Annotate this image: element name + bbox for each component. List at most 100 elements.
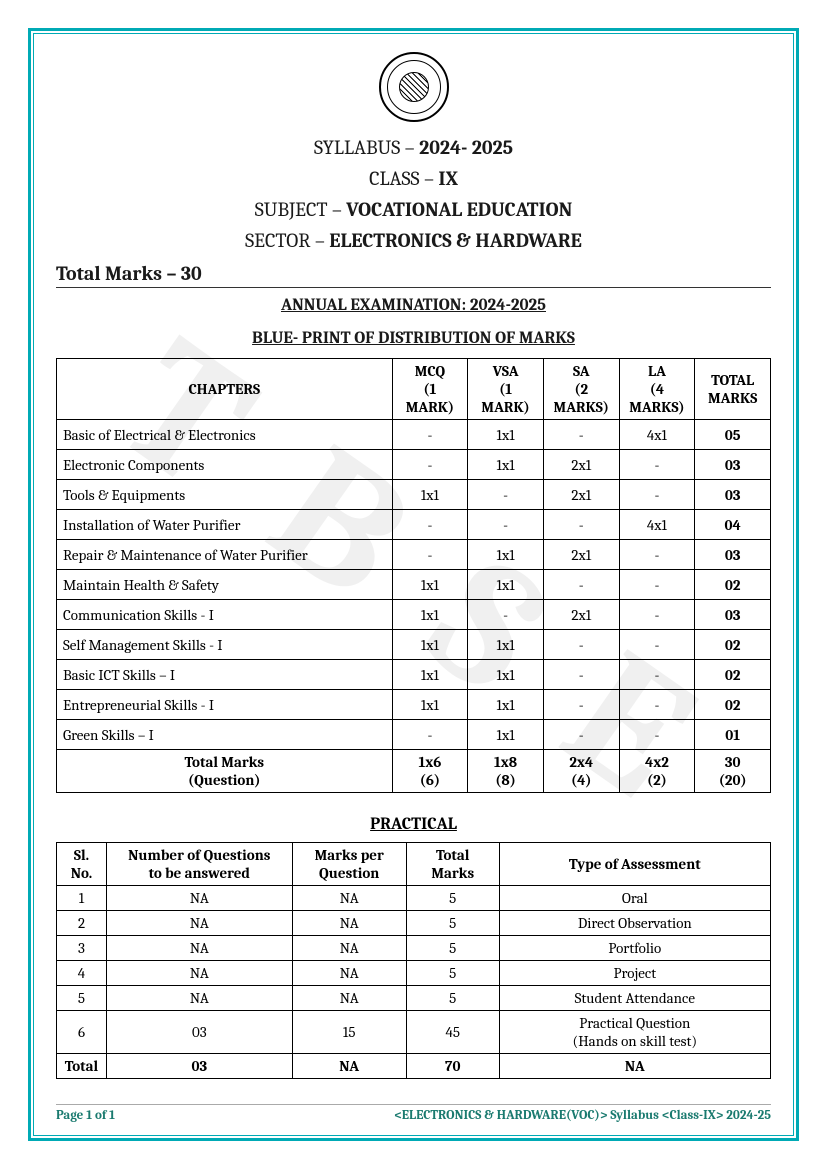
cell-nq: NA xyxy=(106,886,292,911)
table-row: Repair & Maintenance of Water Purifier-1… xyxy=(57,540,771,570)
cell-mcq: - xyxy=(392,420,468,450)
cell-mcq: 1x1 xyxy=(392,600,468,630)
mp-l2: Question xyxy=(319,864,379,882)
practical-row: 4NANA5Project xyxy=(57,961,771,986)
practical-row: 1NANA5Oral xyxy=(57,886,771,911)
table-row: Entrepreneurial Skills - I1x11x1--02 xyxy=(57,690,771,720)
cell-tm: 5 xyxy=(406,886,499,911)
tm-l1: Total xyxy=(436,846,469,864)
practical-row: 5NANA5Student Attendance xyxy=(57,986,771,1011)
sa-l1: SA xyxy=(573,362,590,380)
cell-vsa: 1x1 xyxy=(468,570,544,600)
cell-mcq: 1x1 xyxy=(392,660,468,690)
cell-vsa: - xyxy=(468,510,544,540)
board-logo-icon xyxy=(379,52,449,122)
cell-mcq: - xyxy=(392,540,468,570)
total-l1: TOTAL xyxy=(711,371,754,389)
cell-mp: NA xyxy=(292,961,406,986)
practical-table: Sl. No. Number of Questions to be answer… xyxy=(56,842,771,1079)
logo-container xyxy=(56,52,771,126)
cell-type: Project xyxy=(499,961,770,986)
cell-type: Oral xyxy=(499,886,770,911)
cell-chapter: Installation of Water Purifier xyxy=(57,510,393,540)
cell-sa: - xyxy=(543,660,619,690)
cell-sl: 6 xyxy=(57,1011,107,1054)
cell-mcq: 1x1 xyxy=(392,570,468,600)
cell-sa: 2x1 xyxy=(543,540,619,570)
blueprint-heading: BLUE- PRINT OF DISTRIBUTION OF MARKS xyxy=(56,329,771,348)
cell-sa: - xyxy=(543,570,619,600)
cell-la: - xyxy=(619,720,695,750)
cell-mp: NA xyxy=(292,911,406,936)
cell-la: - xyxy=(619,570,695,600)
mcq-l2: (1 xyxy=(423,380,436,398)
cell-tm: 5 xyxy=(406,961,499,986)
ptotal-mp: NA xyxy=(292,1054,406,1079)
subject-value: VOCATIONAL EDUCATION xyxy=(346,198,572,221)
cell-type: Direct Observation xyxy=(499,911,770,936)
mp-l1: Marks per xyxy=(315,846,384,864)
table-row: Green Skills – I-1x1--01 xyxy=(57,720,771,750)
cell-chapter: Communication Skills - I xyxy=(57,600,393,630)
class-prefix: CLASS – xyxy=(369,167,438,190)
syllabus-prefix: SYLLABUS – xyxy=(314,136,419,159)
cell-chapter: Self Management Skills - I xyxy=(57,630,393,660)
total-marks-label: Total Marks – 30 xyxy=(56,262,771,288)
sl-l1: Sl. xyxy=(74,846,89,864)
document-header: SYLLABUS – 2024- 2025 CLASS – IX SUBJECT… xyxy=(56,132,771,256)
page-footer: Page 1 of 1 <ELECTRONICS & HARDWARE(VOC)… xyxy=(56,1104,771,1123)
tm-l2: Marks xyxy=(431,864,474,882)
ptotal-ta: NA xyxy=(499,1054,770,1079)
sa-l3: MARKS) xyxy=(554,398,610,416)
pcol-nq: Number of Questions to be answered xyxy=(106,843,292,886)
cell-nq: NA xyxy=(106,986,292,1011)
table-row: Basic ICT Skills – I1x11x1--02 xyxy=(57,660,771,690)
cell-total: 05 xyxy=(695,420,771,450)
marks-total-row: Total Marks(Question)1x6(6)1x8(8)2x4(4)4… xyxy=(57,750,771,793)
practical-header-row: Sl. No. Number of Questions to be answer… xyxy=(57,843,771,886)
cell-sl: 3 xyxy=(57,936,107,961)
mcq-l1: MCQ xyxy=(415,362,445,380)
cell-vsa: 1x1 xyxy=(468,630,544,660)
cell-sl: 4 xyxy=(57,961,107,986)
practical-row: 3NANA5Portfolio xyxy=(57,936,771,961)
cell-sa: 2x1 xyxy=(543,450,619,480)
cell-sl: 1 xyxy=(57,886,107,911)
cell-vsa: - xyxy=(468,480,544,510)
cell-vsa: 1x1 xyxy=(468,660,544,690)
cell-chapter: Maintain Health & Safety xyxy=(57,570,393,600)
practical-heading: PRACTICAL xyxy=(56,815,771,834)
col-mcq: MCQ (1 MARK) xyxy=(392,359,468,420)
ptotal-nq: 03 xyxy=(106,1054,292,1079)
cell-mp: NA xyxy=(292,886,406,911)
cell-la: - xyxy=(619,450,695,480)
vsa-l1: VSA xyxy=(493,362,519,380)
nq-l2: to be answered xyxy=(149,864,250,882)
cell-chapter: Repair & Maintenance of Water Purifier xyxy=(57,540,393,570)
cell-type: Portfolio xyxy=(499,936,770,961)
vsa-l2: (1 xyxy=(499,380,512,398)
cell-total: 04 xyxy=(695,510,771,540)
cell-type: Student Attendance xyxy=(499,986,770,1011)
cell-nq: NA xyxy=(106,911,292,936)
cell-tm: 5 xyxy=(406,936,499,961)
syllabus-year: 2024- 2025 xyxy=(419,136,513,159)
cell-vsa: 1x1 xyxy=(468,420,544,450)
cell-mp: NA xyxy=(292,986,406,1011)
total-la: 4x2(2) xyxy=(619,750,695,793)
cell-chapter: Basic ICT Skills – I xyxy=(57,660,393,690)
cell-vsa: 1x1 xyxy=(468,720,544,750)
cell-type: Practical Question(Hands on skill test) xyxy=(499,1011,770,1054)
cell-sl: 5 xyxy=(57,986,107,1011)
table-row: Maintain Health & Safety1x11x1--02 xyxy=(57,570,771,600)
cell-total: 02 xyxy=(695,660,771,690)
pcol-mp: Marks per Question xyxy=(292,843,406,886)
cell-vsa: 1x1 xyxy=(468,690,544,720)
cell-vsa: - xyxy=(468,600,544,630)
table-header-row: CHAPTERS MCQ (1 MARK) VSA (1 MARK) SA xyxy=(57,359,771,420)
cell-total: 03 xyxy=(695,600,771,630)
cell-mcq: - xyxy=(392,450,468,480)
marks-distribution-table: CHAPTERS MCQ (1 MARK) VSA (1 MARK) SA xyxy=(56,358,771,793)
cell-la: - xyxy=(619,600,695,630)
total-label: Total Marks(Question) xyxy=(57,750,393,793)
